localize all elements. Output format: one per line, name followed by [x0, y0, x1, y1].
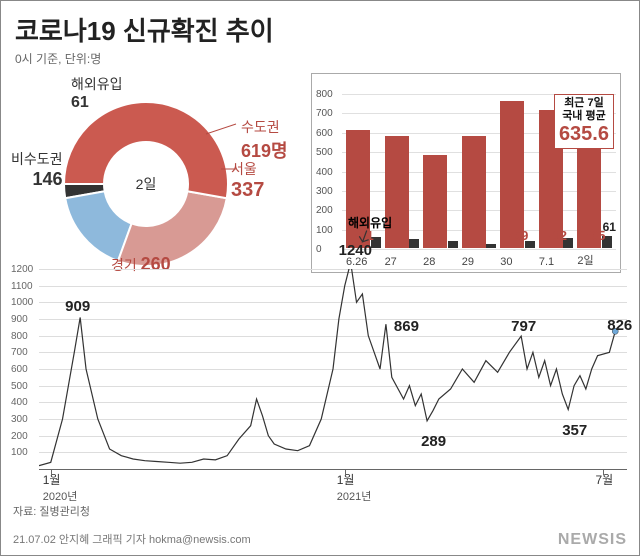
donut-center-label: 2일 [136, 176, 157, 192]
inset-xlabel: 27 [385, 256, 397, 268]
credit-text: 21.07.02 안지혜 그래픽 기자 hokma@newsis.com [13, 531, 251, 549]
inset-bar-black-value: 61 [603, 220, 616, 234]
inset-avg-box: 최근 7일 국내 평균 635.6 [554, 94, 614, 149]
inset-xlabel: 2일 [577, 252, 593, 268]
donut-chart: 2일 해외유입 61 비수도권 146 경기 260 서울 337 수도권 61… [11, 69, 311, 279]
line-ytick: 300 [11, 414, 28, 425]
line-ytick: 1200 [11, 264, 33, 275]
donut-label-overseas: 해외유입 61 [71, 74, 123, 112]
donut-callout-line [201, 109, 271, 199]
inset-bar-red [500, 101, 524, 248]
inset-bar-red [462, 136, 486, 248]
peak-label: 909 [65, 298, 90, 315]
line-ytick: 700 [11, 347, 28, 358]
line-ytick: 400 [11, 397, 28, 408]
inset-xlabel: 29 [462, 256, 474, 268]
inset-ytick: 300 [316, 186, 333, 197]
inset-bar-red [385, 136, 409, 248]
inset-xlabel: 7.1 [539, 256, 554, 268]
line-xlabel: 1월2021년 [337, 471, 372, 504]
inset-bar-black [448, 241, 458, 248]
source-label: 자료: 질병관리청 [13, 503, 90, 519]
line-ytick: 900 [11, 314, 28, 325]
infographic-root: 코로나19 신규확진 추이 0시 기준, 단위:명 2일 해외유입 61 비수도… [0, 0, 640, 556]
line-ytick: 1100 [11, 281, 33, 292]
inset-bar-black [409, 239, 419, 248]
inset-ytick: 200 [316, 205, 333, 216]
line-ytick: 800 [11, 331, 28, 342]
top-row: 2일 해외유입 61 비수도권 146 경기 260 서울 337 수도권 61… [1, 69, 639, 279]
chart-subtitle: 0시 기준, 단위:명 [15, 50, 625, 67]
donut-label-nonmetro: 비수도권 146 [11, 149, 63, 190]
line-svg [39, 269, 627, 469]
inset-bar-red [423, 155, 447, 248]
peak-label: 826 [607, 317, 632, 334]
line-ytick: 200 [11, 431, 28, 442]
footer: 21.07.02 안지혜 그래픽 기자 hokma@newsis.com NEW… [13, 531, 627, 549]
line-ytick: 1000 [11, 297, 33, 308]
line-ytick: 600 [11, 364, 28, 375]
line-chart: 100200300400500600700800900100011001200 … [11, 269, 631, 499]
inset-ytick: 700 [316, 108, 333, 119]
inset-ytick: 500 [316, 147, 333, 158]
inset-xlabel: 28 [423, 256, 435, 268]
line-xlabel: 1월2020년 [43, 471, 78, 504]
x-axis-line [39, 469, 627, 470]
inset-bar-black [486, 244, 496, 248]
inset-ytick: 100 [316, 225, 333, 236]
peak-label: 289 [421, 433, 446, 450]
newsis-logo: NEWSIS [558, 531, 627, 549]
peak-label: 357 [562, 422, 587, 439]
line-ytick: 500 [11, 381, 28, 392]
peak-label: 869 [394, 318, 419, 335]
inset-ytick: 400 [316, 167, 333, 178]
peak-label: 797 [511, 318, 536, 335]
inset-gridline [342, 249, 616, 250]
peak-label: 1240 [339, 242, 372, 259]
title-block: 코로나19 신규확진 추이 0시 기준, 단위:명 [1, 1, 639, 69]
inset-ytick: 800 [316, 89, 333, 100]
inset-ytick: 600 [316, 128, 333, 139]
chart-title: 코로나19 신규확진 추이 [15, 11, 625, 48]
inset-ytick: 0 [316, 244, 322, 255]
inset-xlabel: 30 [500, 256, 512, 268]
line-ytick: 100 [11, 447, 28, 458]
